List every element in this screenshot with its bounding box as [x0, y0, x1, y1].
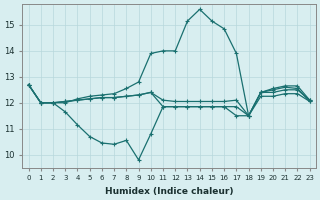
- X-axis label: Humidex (Indice chaleur): Humidex (Indice chaleur): [105, 187, 233, 196]
